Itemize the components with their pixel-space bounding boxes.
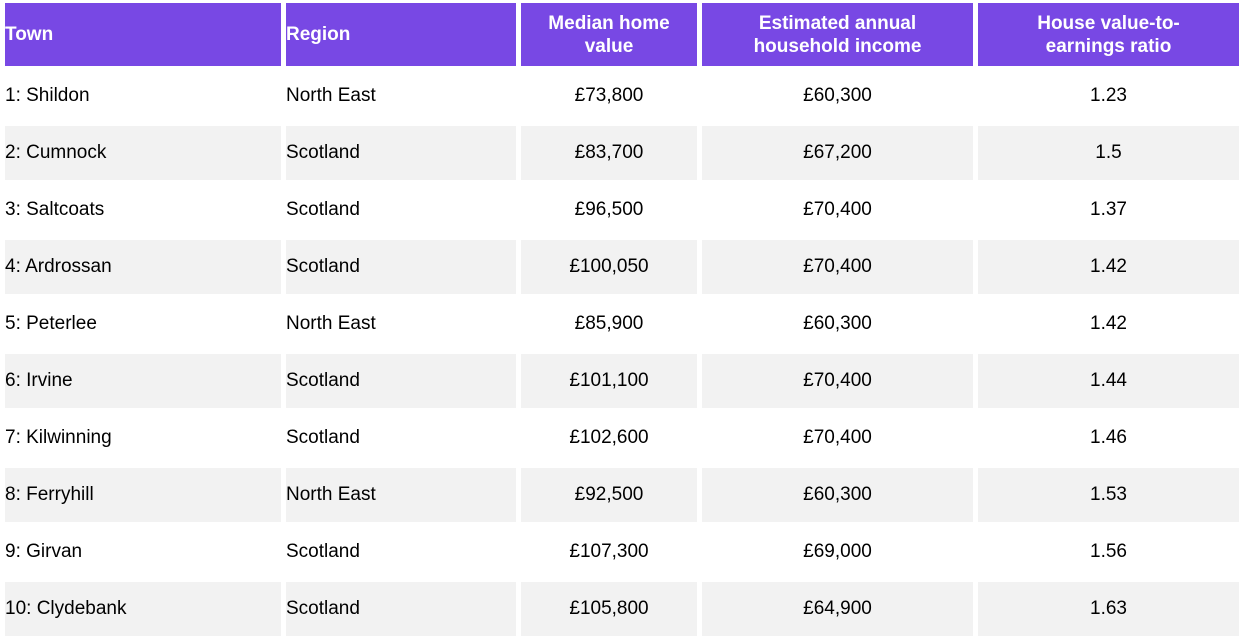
cell-household-income: £60,300: [702, 468, 973, 522]
table-row: 5: Peterlee North East £85,900 £60,300 1.42: [5, 297, 1239, 351]
column-header-median-home-value: Median home value: [521, 3, 697, 66]
cell-median-home-value: £92,500: [521, 468, 697, 522]
cell-ratio: 1.63: [978, 582, 1239, 636]
cell-region: North East: [286, 69, 516, 123]
cell-town: 3: Saltcoats: [5, 183, 281, 237]
cell-ratio: 1.53: [978, 468, 1239, 522]
cell-ratio: 1.23: [978, 69, 1239, 123]
cell-town: 9: Girvan: [5, 525, 281, 579]
cell-town: 1: Shildon: [5, 69, 281, 123]
cell-ratio: 1.56: [978, 525, 1239, 579]
cell-ratio: 1.5: [978, 126, 1239, 180]
cell-median-home-value: £96,500: [521, 183, 697, 237]
cell-region: Scotland: [286, 126, 516, 180]
table-body: 1: Shildon North East £73,800 £60,300 1.23 2:…: [5, 69, 1239, 636]
table-row: 8: Ferryhill North East £92,500 £60,300 1.53: [5, 468, 1239, 522]
column-header-household-income: Estimated annual household income: [702, 3, 973, 66]
cell-town: 2: Cumnock: [5, 126, 281, 180]
cell-region: Scotland: [286, 411, 516, 465]
cell-town: 4: Ardrossan: [5, 240, 281, 294]
cell-ratio: 1.46: [978, 411, 1239, 465]
cell-region: North East: [286, 468, 516, 522]
cell-town: 5: Peterlee: [5, 297, 281, 351]
cell-ratio: 1.42: [978, 297, 1239, 351]
cell-town: 6: Irvine: [5, 354, 281, 408]
table-row: 3: Saltcoats Scotland £96,500 £70,400 1.37: [5, 183, 1239, 237]
cell-median-home-value: £73,800: [521, 69, 697, 123]
cell-region: Scotland: [286, 525, 516, 579]
cell-ratio: 1.44: [978, 354, 1239, 408]
column-header-value-earnings-ratio: House value-to- earnings ratio: [978, 3, 1239, 66]
cell-household-income: £70,400: [702, 354, 973, 408]
cell-town: 10: Clydebank: [5, 582, 281, 636]
cell-household-income: £60,300: [702, 69, 973, 123]
column-header-region: Region: [286, 3, 516, 66]
cell-town: 7: Kilwinning: [5, 411, 281, 465]
cell-household-income: £70,400: [702, 240, 973, 294]
cell-region: North East: [286, 297, 516, 351]
cell-household-income: £60,300: [702, 297, 973, 351]
table-row: 6: Irvine Scotland £101,100 £70,400 1.44: [5, 354, 1239, 408]
cell-median-home-value: £85,900: [521, 297, 697, 351]
cell-town: 8: Ferryhill: [5, 468, 281, 522]
cell-median-home-value: £100,050: [521, 240, 697, 294]
cell-median-home-value: £102,600: [521, 411, 697, 465]
table-row: 1: Shildon North East £73,800 £60,300 1.23: [5, 69, 1239, 123]
table-row: 9: Girvan Scotland £107,300 £69,000 1.56: [5, 525, 1239, 579]
table-row: 7: Kilwinning Scotland £102,600 £70,400 1.46: [5, 411, 1239, 465]
cell-household-income: £70,400: [702, 183, 973, 237]
cell-region: Scotland: [286, 582, 516, 636]
cell-household-income: £67,200: [702, 126, 973, 180]
cell-median-home-value: £101,100: [521, 354, 697, 408]
table-row: 4: Ardrossan Scotland £100,050 £70,400 1.42: [5, 240, 1239, 294]
cell-region: Scotland: [286, 354, 516, 408]
cell-median-home-value: £107,300: [521, 525, 697, 579]
cell-region: Scotland: [286, 183, 516, 237]
table-row: 2: Cumnock Scotland £83,700 £67,200 1.5: [5, 126, 1239, 180]
cell-ratio: 1.42: [978, 240, 1239, 294]
cell-household-income: £64,900: [702, 582, 973, 636]
table-header: Town Region Median home value Estimated …: [5, 3, 1239, 66]
column-header-town: Town: [5, 3, 281, 66]
cell-region: Scotland: [286, 240, 516, 294]
header-row: Town Region Median home value Estimated …: [5, 3, 1239, 66]
cell-ratio: 1.37: [978, 183, 1239, 237]
cell-median-home-value: £83,700: [521, 126, 697, 180]
cell-household-income: £69,000: [702, 525, 973, 579]
table-row: 10: Clydebank Scotland £105,800 £64,900 1.63: [5, 582, 1239, 636]
cell-household-income: £70,400: [702, 411, 973, 465]
cell-median-home-value: £105,800: [521, 582, 697, 636]
